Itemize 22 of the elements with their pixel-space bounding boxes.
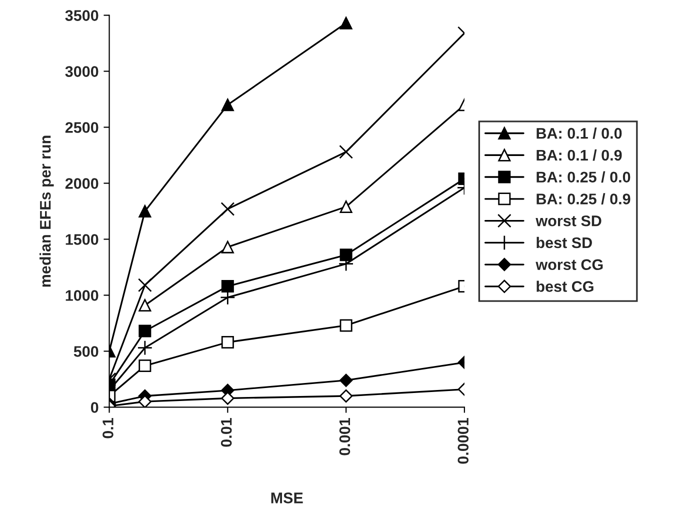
x-tick-label: 0.001 bbox=[339, 418, 350, 456]
y-axis-title: median EFEs per run bbox=[40, 136, 54, 287]
legend-label: best SD bbox=[536, 236, 592, 248]
y-tick-label: 2500 bbox=[65, 122, 98, 133]
y-tick-label: 1000 bbox=[66, 290, 98, 301]
x-tick-label: 0.0001 bbox=[458, 418, 469, 464]
y-tick-label: 3500 bbox=[65, 10, 98, 21]
y-tick-label: 3000 bbox=[65, 66, 98, 77]
legend-label: BA: 0.1 / 0.9 bbox=[536, 149, 622, 161]
legend-label: BA: 0.25 / 0.0 bbox=[536, 171, 630, 183]
x-axis-title: MSE bbox=[271, 492, 303, 504]
legend-label: BA: 0.1 / 0.0 bbox=[536, 128, 622, 139]
y-tick-label: 0 bbox=[90, 402, 98, 413]
legend-label: BA: 0.25 / 0.9 bbox=[536, 193, 630, 205]
y-tick-label: 1500 bbox=[66, 234, 98, 245]
legend-label: worst CG bbox=[536, 259, 603, 270]
y-tick-label: 2000 bbox=[65, 178, 98, 189]
legend-label: worst SD bbox=[536, 215, 602, 226]
y-tick-label: 500 bbox=[74, 346, 98, 357]
x-tick-label: 0.1 bbox=[102, 418, 114, 438]
legend-label: best CG bbox=[536, 280, 594, 292]
x-tick-label: 0.01 bbox=[220, 418, 232, 447]
